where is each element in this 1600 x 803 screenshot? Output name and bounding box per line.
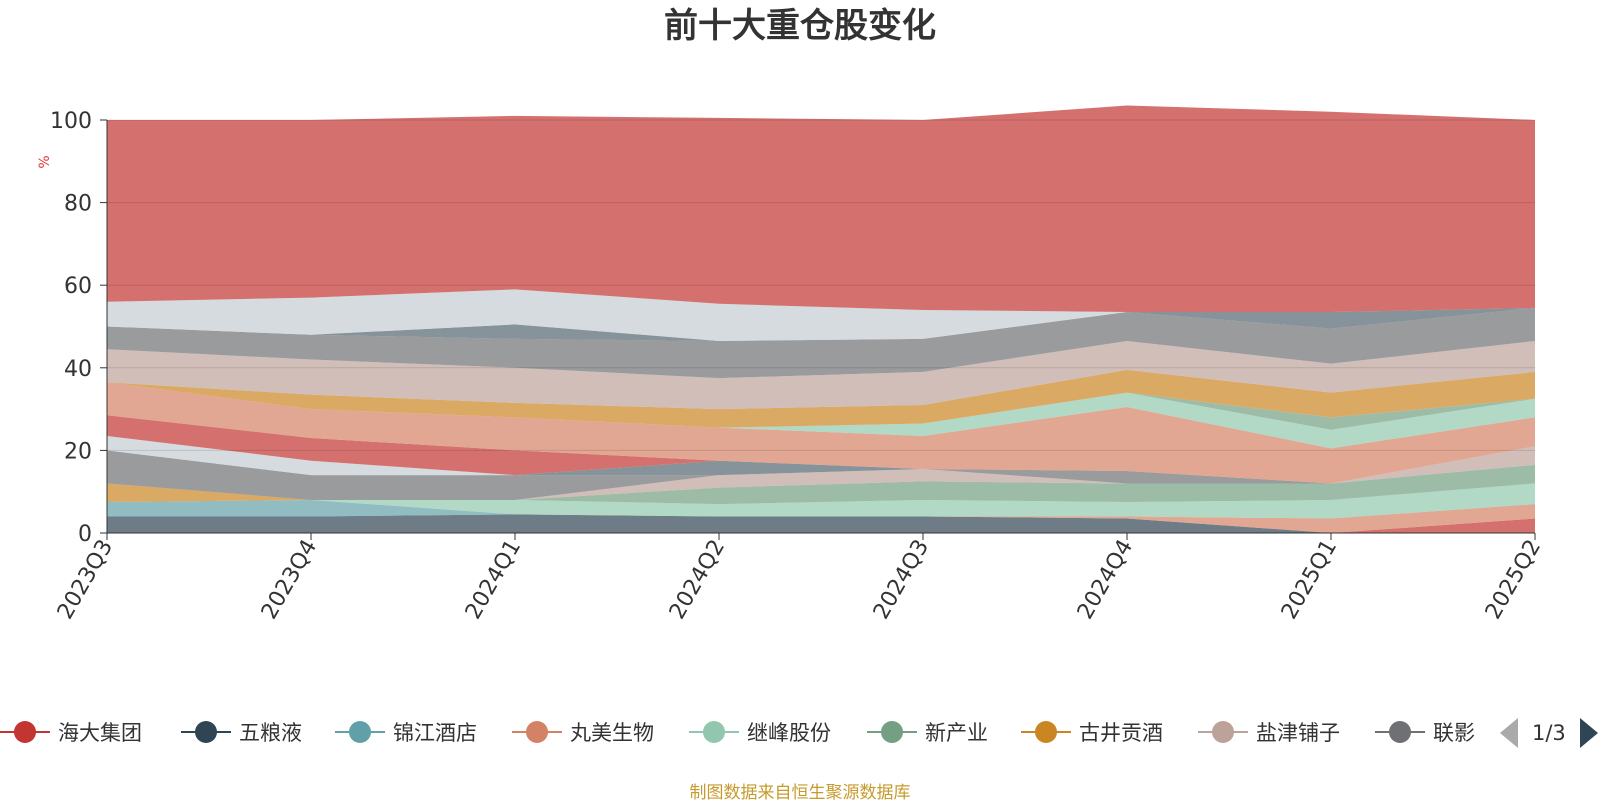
pager-next-icon[interactable] (1579, 718, 1598, 748)
area-series-12 (107, 382, 1535, 484)
legend-label: 丸美生物 (570, 721, 654, 745)
y-tick-label: 60 (64, 274, 92, 299)
legend-circle-icon (335, 719, 385, 745)
legend-item[interactable]: 盐津铺子 (1198, 712, 1340, 752)
legend-label: 继峰股份 (747, 721, 831, 745)
legend-item[interactable]: 继峰股份 (689, 712, 831, 752)
x-tick-label: 2025Q2 (1481, 536, 1546, 624)
pager-prev-icon[interactable] (1500, 718, 1518, 748)
legend-circle-icon (0, 719, 50, 745)
legend-item[interactable]: 古井贡酒 (1021, 712, 1163, 752)
legend-circle-icon (181, 719, 231, 745)
legend-item[interactable]: 新产业 (867, 712, 988, 752)
x-tick-label: 2024Q2 (665, 536, 730, 624)
x-tick-label: 2023Q3 (53, 536, 118, 624)
area-series-19 (107, 289, 1535, 341)
legend-item[interactable]: 丸美生物 (512, 712, 654, 752)
legend-circle-icon (1375, 719, 1425, 745)
y-axis-label: % (37, 155, 53, 168)
legend-pager: 1/3 (1500, 718, 1598, 748)
source-note: 制图数据来自恒生聚源数据库 (689, 783, 911, 803)
area-series-3 (107, 499, 1535, 519)
legend-label: 锦江酒店 (393, 721, 477, 745)
chart-title: 前十大重仓股变化 (664, 6, 936, 46)
area-series-0 (107, 514, 1535, 533)
x-tick-label: 2024Q1 (461, 536, 526, 624)
area-series-11 (107, 415, 1535, 484)
legend-item[interactable]: 海大集团 (0, 712, 142, 752)
area-series-18 (107, 307, 1535, 341)
x-tick-label: 2025Q1 (1277, 536, 1342, 624)
legend-circle-icon (1198, 719, 1248, 745)
legend-label: 联影 (1433, 721, 1475, 745)
area-series-4 (107, 483, 1535, 519)
legend: 海大集团 五粮液 锦江酒店 丸美生物 继峰股份 新产业 古井贡酒 盐津铺子 联影 (0, 712, 1600, 752)
area-series-17 (107, 307, 1535, 379)
x-tick-label: 2024Q3 (869, 536, 934, 624)
area-series-6 (107, 464, 1535, 503)
legend-circle-icon (1021, 719, 1071, 745)
legend-item[interactable]: 五粮液 (181, 712, 302, 752)
y-tick-label: 40 (64, 357, 92, 382)
area-series-15 (107, 369, 1535, 428)
y-tick-label: 20 (64, 439, 92, 464)
area-series-2 (107, 504, 1535, 533)
area-series-10 (107, 435, 1535, 484)
area-series-7 (107, 446, 1535, 500)
legend-item[interactable]: 锦江酒店 (335, 712, 477, 752)
legend-circle-icon (867, 719, 917, 745)
legend-label: 新产业 (925, 721, 988, 745)
area-series-1 (107, 514, 1535, 533)
x-tick-label: 2023Q4 (257, 536, 322, 624)
legend-item[interactable]: 联影 (1375, 712, 1475, 752)
y-tick-label: 0 (78, 522, 92, 547)
area-series-13 (107, 382, 1535, 449)
legend-circle-icon (689, 719, 739, 745)
legend-circle-icon (512, 719, 562, 745)
pager-text: 1/3 (1532, 721, 1566, 745)
area-series-8 (107, 446, 1535, 500)
x-tick-label: 2024Q4 (1073, 536, 1138, 624)
area-series-20 (107, 105, 1535, 313)
y-tick-label: 80 (64, 192, 92, 217)
legend-label: 古井贡酒 (1079, 721, 1163, 745)
y-tick-label: 100 (50, 109, 92, 134)
legend-label: 盐津铺子 (1256, 721, 1340, 745)
legend-label: 五粮液 (239, 721, 302, 745)
legend-label: 海大集团 (58, 721, 142, 745)
